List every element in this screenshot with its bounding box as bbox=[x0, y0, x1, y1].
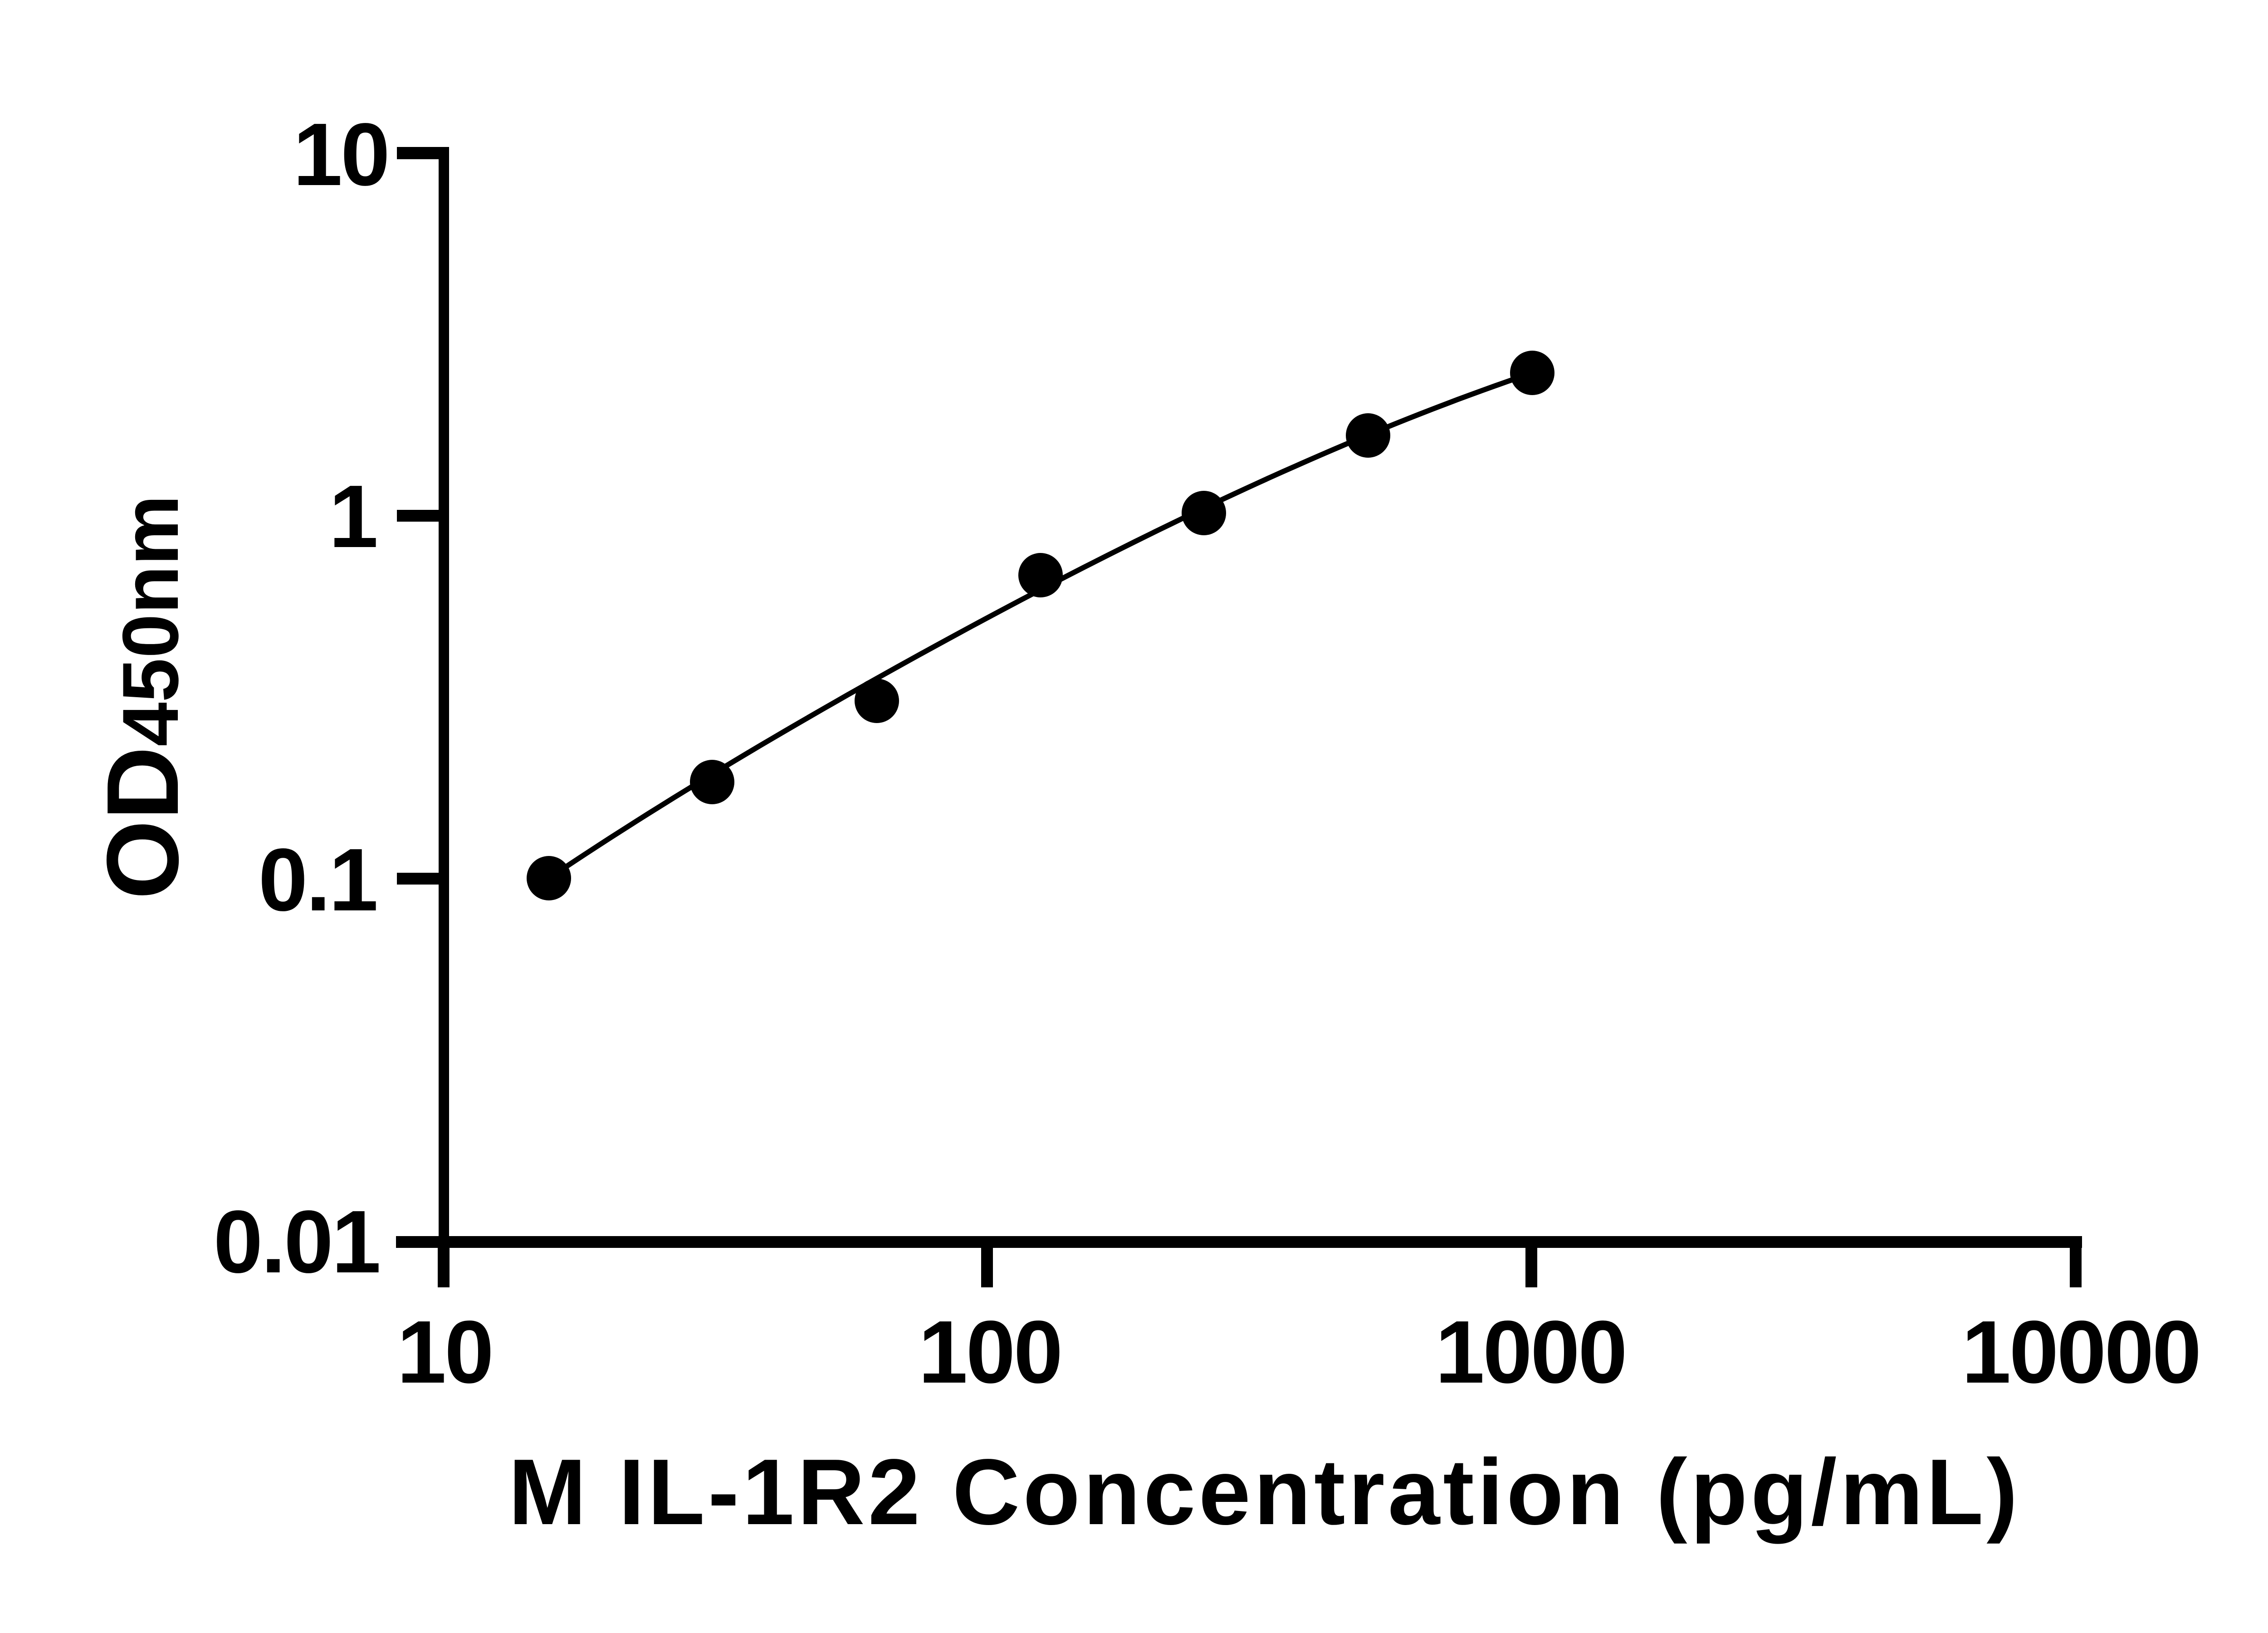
svg-text:OD450nm: OD450nm bbox=[85, 495, 200, 900]
svg-text:10: 10 bbox=[397, 1302, 492, 1402]
svg-text:M IL-1R2 Concentration (pg/mL): M IL-1R2 Concentration (pg/mL) bbox=[508, 1440, 2021, 1544]
svg-text:1: 1 bbox=[329, 467, 376, 566]
svg-text:1000: 1000 bbox=[1435, 1302, 1626, 1402]
svg-text:100: 100 bbox=[918, 1302, 1061, 1402]
svg-text:10: 10 bbox=[293, 105, 388, 204]
svg-text:10000: 10000 bbox=[1961, 1302, 2200, 1402]
svg-text:0.01: 0.01 bbox=[214, 1192, 379, 1291]
svg-text:0.1: 0.1 bbox=[259, 830, 376, 929]
